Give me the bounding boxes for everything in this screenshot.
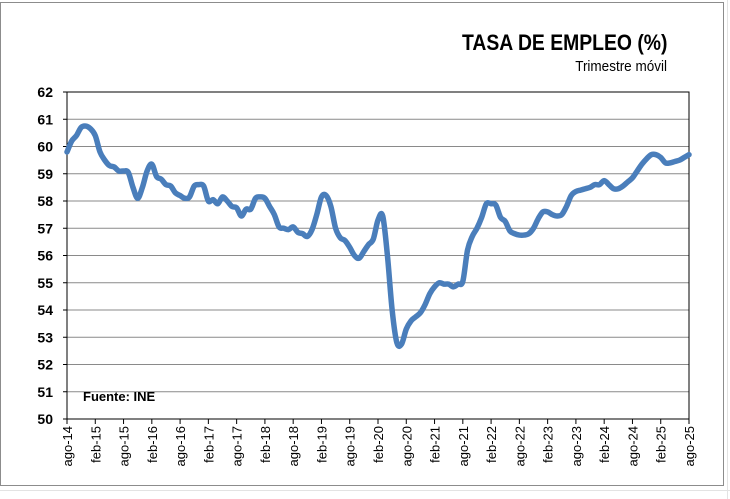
sheet-gridline bbox=[0, 490, 730, 491]
y-tick-label: 59 bbox=[37, 166, 53, 182]
x-tick-label: ago-17 bbox=[230, 426, 245, 466]
x-tick-label: feb-15 bbox=[88, 426, 103, 463]
x-tick-label: feb-19 bbox=[314, 426, 329, 463]
x-tick-label: feb-17 bbox=[201, 426, 216, 463]
x-tick-label: feb-22 bbox=[484, 426, 499, 463]
y-tick-label: 60 bbox=[37, 139, 53, 155]
y-tick-label: 55 bbox=[37, 275, 53, 291]
y-tick-label: 62 bbox=[37, 84, 53, 100]
chart-frame bbox=[0, 2, 724, 486]
series-line-tasa-empleo bbox=[64, 123, 692, 350]
x-tick-label: feb-18 bbox=[258, 426, 273, 463]
y-tick-label: 50 bbox=[37, 411, 53, 427]
x-tick-label: ago-16 bbox=[173, 426, 188, 466]
x-tick-label: ago-23 bbox=[569, 426, 584, 466]
x-tick-label: ago-21 bbox=[456, 426, 471, 466]
x-tick-label: feb-23 bbox=[541, 426, 556, 463]
x-tick-label: ago-24 bbox=[625, 426, 640, 466]
x-tick-label: ago-18 bbox=[286, 426, 301, 466]
x-tick-label: ago-20 bbox=[399, 426, 414, 466]
y-tick-label: 58 bbox=[37, 193, 53, 209]
x-tick-label: feb-24 bbox=[597, 426, 612, 463]
x-tick-label: ago-15 bbox=[117, 426, 132, 466]
x-tick-label: ago-14 bbox=[60, 426, 75, 466]
x-tick-label: ago-25 bbox=[682, 426, 697, 466]
x-tick-label: ago-22 bbox=[512, 426, 527, 466]
x-tick-label: feb-25 bbox=[654, 426, 669, 463]
x-tick-label: feb-16 bbox=[145, 426, 160, 463]
y-tick-label: 54 bbox=[37, 302, 53, 318]
y-tick-label: 57 bbox=[37, 220, 53, 236]
y-tick-label: 56 bbox=[37, 248, 53, 264]
y-tick-label: 52 bbox=[37, 357, 53, 373]
x-tick-label: feb-21 bbox=[428, 426, 443, 463]
sheet-gridline bbox=[727, 0, 728, 499]
x-tick-label: ago-19 bbox=[343, 426, 358, 466]
chart-subtitle: Trimestre móvil bbox=[575, 58, 667, 75]
chart-title: TASA DE EMPLEO (%) bbox=[461, 30, 667, 55]
y-tick-label: 53 bbox=[37, 329, 53, 345]
x-tick-label: feb-20 bbox=[371, 426, 386, 463]
y-tick-label: 61 bbox=[37, 111, 53, 127]
y-tick-label: 51 bbox=[37, 384, 53, 400]
source-annotation: Fuente: INE bbox=[83, 389, 156, 404]
